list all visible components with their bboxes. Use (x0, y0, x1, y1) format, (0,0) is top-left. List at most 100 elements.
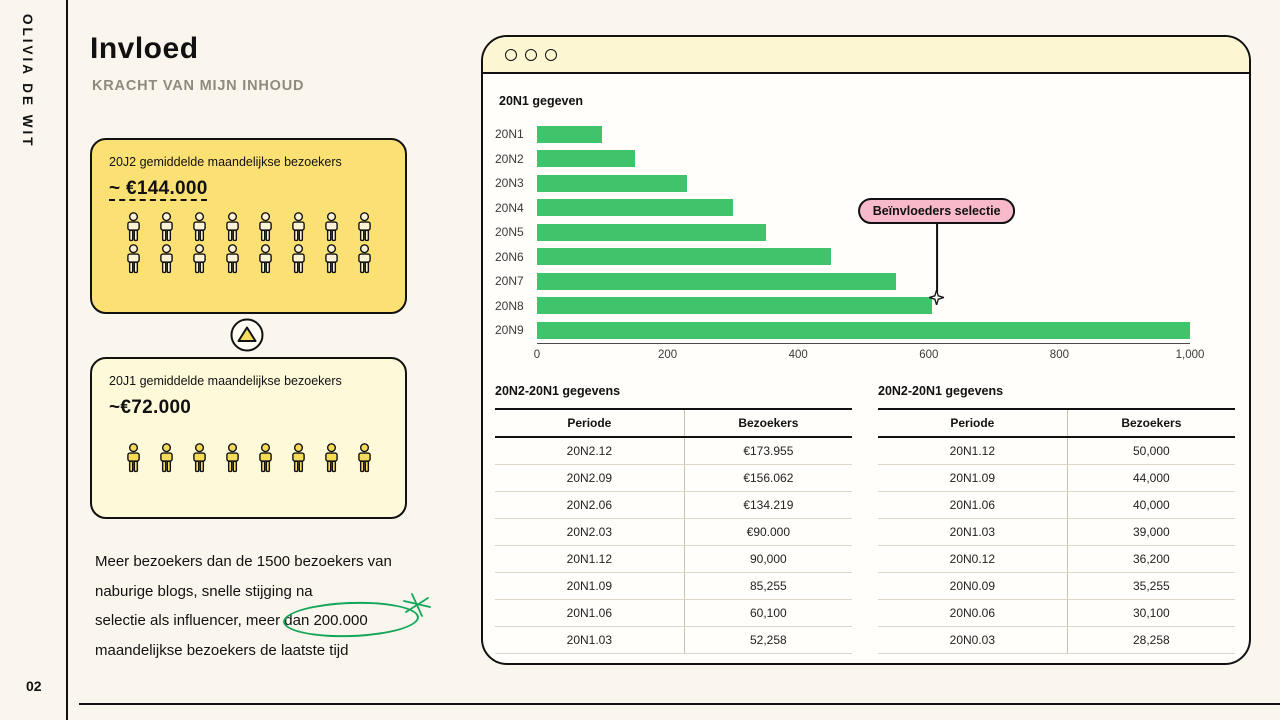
chart-window: 20N1 gegeven 20N1 20N2 20N3 20N4 20N5 20N6 20N… (481, 35, 1251, 665)
person-icon (192, 443, 206, 473)
person-icon (357, 244, 371, 274)
person-icon (357, 212, 371, 242)
person-icon (324, 212, 338, 242)
bar-row: 20N5 (495, 220, 1235, 245)
bar (537, 223, 766, 241)
bar-category-label: 20N2 (495, 151, 524, 166)
table-title: 20N2-20N1 gegevens (495, 383, 621, 398)
stat-card-20j2: 20J2 gemiddelde maandelijkse bezoekers ~… (90, 138, 407, 314)
table-cell: 85,255 (684, 572, 852, 600)
table-header-cell: Periode (495, 407, 685, 438)
table-cell: 20N1.09 (878, 464, 1068, 492)
stat-card-value: ~€72.000 (109, 397, 192, 418)
table-cell: 20N1.12 (878, 436, 1068, 465)
stat-card-20j1: 20J1 gemiddelde maandelijkse bezoekers ~… (90, 357, 407, 519)
person-icon (357, 443, 371, 473)
table-cell: €134.219 (684, 491, 852, 519)
person-icon (159, 212, 173, 242)
table-cell: 39,000 (1067, 518, 1235, 546)
bar-category-label: 20N4 (495, 200, 524, 215)
bar-category-label: 20N9 (495, 323, 524, 338)
note-line: selectie als influencer, meer dan 200.00… (95, 612, 368, 629)
table-cell: 20N2.03 (495, 518, 685, 546)
bar-category-label: 20N3 (495, 176, 524, 191)
window-control-icon[interactable] (525, 48, 537, 61)
table-row: 20N2.12 €173.955 (495, 436, 852, 465)
table-row: 20N1.09 85,255 (495, 572, 852, 600)
note-line: naburige blogs, snelle stijging na (95, 582, 313, 600)
x-axis (537, 342, 1190, 344)
summary-note: Meer bezoekers dan de 1500 bezoekers van… (95, 547, 440, 665)
table-cell: 20N0.12 (878, 545, 1068, 573)
person-icons-group (109, 212, 388, 274)
bar (537, 150, 635, 168)
bar-row: 20N6 (495, 245, 1235, 270)
stat-card-value: ~ €144.000 (109, 178, 208, 199)
table-row: 20N0.06 30,100 (878, 599, 1235, 627)
bar-row: 20N4 (495, 196, 1235, 221)
x-tick-label: 200 (658, 348, 678, 361)
bar-category-label: 20N5 (495, 225, 524, 240)
bar-row: 20N2 (495, 147, 1235, 172)
person-icon (225, 244, 239, 274)
bar-row: 20N7 (495, 269, 1235, 294)
table-cell: 35,255 (1067, 572, 1235, 600)
page-title: Invloed (90, 32, 199, 65)
person-icons-group (109, 443, 388, 473)
data-table: Periode Bezoekers 20N1.12 50,000 20N1.09 44,… (878, 407, 1235, 654)
chart-title: 20N1 gegeven (499, 94, 584, 108)
bar-category-label: 20N7 (495, 274, 524, 289)
annotation-line (935, 224, 938, 292)
table-row: 20N2.09 €156.062 (495, 464, 852, 492)
person-icon (324, 244, 338, 274)
page-subtitle: KRACHT VAN MIJN INHOUD (92, 78, 305, 94)
table-cell: 40,000 (1067, 491, 1235, 519)
person-icon-row (109, 212, 388, 242)
data-tables: 20N2-20N1 gegevens Periode Bezoekers 20N2… (495, 384, 1235, 654)
person-icon (192, 244, 206, 274)
x-tick-label: 800 (1049, 348, 1069, 361)
person-icon (225, 443, 239, 473)
table-row: 20N2.06 €134.219 (495, 491, 852, 519)
window-control-icon[interactable] (505, 48, 517, 61)
x-axis-ticks: 0 200 400 600 800 1,000 (533, 344, 1205, 366)
table-cell: €156.062 (684, 464, 852, 492)
table-cell: 20N1.03 (878, 518, 1068, 546)
bar (537, 272, 897, 290)
bar (537, 174, 688, 192)
table-block-left: 20N2-20N1 gegevens Periode Bezoekers 20N2… (495, 384, 852, 654)
triangle-badge-icon (230, 318, 264, 352)
table-cell: 20N2.06 (495, 491, 685, 519)
table-cell: 20N1.06 (878, 491, 1068, 519)
table-cell: 20N1.06 (495, 599, 685, 627)
table-header-cell: Periode (878, 407, 1068, 438)
table-block-right: 20N2-20N1 gegevens Periode Bezoekers 20N1… (878, 384, 1235, 654)
scribble-icon (403, 593, 431, 617)
bar (537, 321, 1190, 339)
person-icon (291, 212, 305, 242)
bar-category-label: 20N8 (495, 298, 524, 313)
star-marker-icon (929, 290, 945, 305)
window-titlebar (483, 37, 1249, 74)
table-row: 20N1.03 39,000 (878, 518, 1235, 546)
x-tick-label: 0 (533, 348, 541, 361)
table-header-row: Periode Bezoekers (878, 407, 1235, 438)
table-row: 20N1.09 44,000 (878, 464, 1235, 492)
person-icon (291, 244, 305, 274)
window-control-icon[interactable] (545, 48, 557, 61)
table-cell: 20N2.09 (495, 464, 685, 492)
table-row: 20N1.06 60,100 (495, 599, 852, 627)
page-number: 02 (26, 678, 42, 694)
table-row: 20N1.03 52,258 (495, 626, 852, 654)
person-icon (258, 212, 272, 242)
annotation-pill: Beïnvloeders selectie (857, 198, 1016, 224)
bar (537, 248, 831, 266)
table-cell: 20N0.09 (878, 572, 1068, 600)
table-cell: 36,200 (1067, 545, 1235, 573)
table-cell: 28,258 (1067, 626, 1235, 654)
table-header-cell: Bezoekers (1067, 407, 1235, 438)
person-icon (225, 212, 239, 242)
table-row: 20N1.12 90,000 (495, 545, 852, 573)
bar-row: 20N3 (495, 171, 1235, 196)
table-cell: €173.955 (684, 436, 852, 465)
